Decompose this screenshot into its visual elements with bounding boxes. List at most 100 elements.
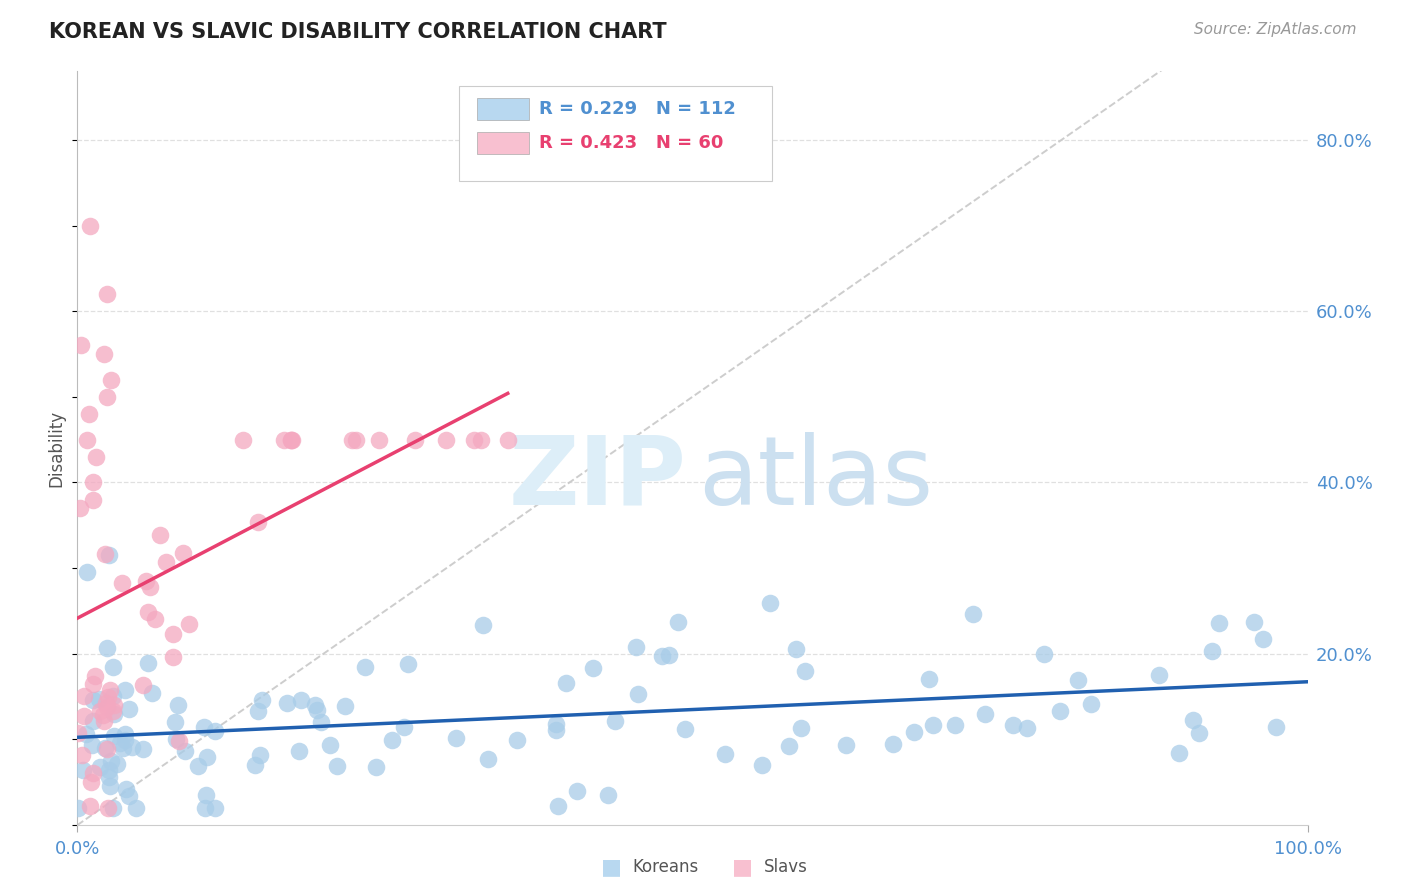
Text: Source: ZipAtlas.com: Source: ZipAtlas.com [1194, 22, 1357, 37]
Point [307, 703, 329, 717]
Point [96, 742, 118, 756]
Point [381, 733, 404, 747]
Point [105, 757, 128, 772]
Point [93, 347, 115, 361]
Point [98, 549, 121, 563]
Point [143, 612, 166, 626]
Point [304, 698, 326, 713]
Point [80, 775, 103, 789]
Text: Koreans: Koreans [633, 858, 699, 876]
Point [172, 545, 194, 559]
Point [149, 527, 172, 541]
Point [790, 721, 813, 735]
Point [111, 576, 134, 591]
Text: ■: ■ [733, 857, 752, 877]
Point [1265, 720, 1288, 734]
Point [1147, 667, 1170, 681]
Point [103, 801, 125, 815]
Point [288, 743, 311, 757]
Point [835, 738, 858, 752]
Point [651, 648, 673, 663]
Point [243, 758, 266, 772]
Point [132, 742, 155, 756]
Point [97, 690, 120, 704]
Point [96, 287, 118, 301]
Text: R = 0.229   N = 112: R = 0.229 N = 112 [538, 100, 735, 118]
Point [340, 433, 363, 447]
Point [112, 740, 135, 755]
Point [280, 433, 302, 447]
Point [1243, 615, 1265, 630]
FancyBboxPatch shape [477, 132, 529, 154]
Point [177, 617, 200, 632]
Point [434, 433, 457, 447]
Point [118, 702, 141, 716]
Point [273, 433, 295, 447]
Point [97, 801, 120, 815]
Point [1208, 615, 1230, 630]
Point [194, 801, 217, 815]
Point [565, 784, 588, 798]
Point [165, 732, 187, 747]
Point [136, 656, 159, 670]
Point [193, 720, 215, 734]
Point [96, 390, 118, 404]
Point [76, 433, 98, 447]
Point [118, 789, 141, 803]
Point [463, 433, 485, 447]
Point [394, 721, 416, 735]
Point [103, 707, 125, 722]
Point [794, 665, 817, 679]
Point [1002, 718, 1025, 732]
Point [73, 709, 96, 723]
Point [673, 723, 696, 737]
Point [94, 547, 117, 561]
Point [75, 727, 97, 741]
Point [114, 727, 136, 741]
Point [101, 705, 124, 719]
Point [82, 492, 104, 507]
Point [547, 798, 569, 813]
Point [1167, 746, 1189, 760]
Point [1033, 647, 1056, 661]
Point [1049, 704, 1071, 718]
Point [903, 725, 925, 739]
Point [658, 648, 681, 662]
Point [195, 788, 218, 802]
Point [100, 754, 122, 768]
Point [131, 678, 153, 692]
Point [444, 731, 467, 746]
Point [82, 677, 104, 691]
Point [162, 627, 184, 641]
Point [135, 574, 157, 589]
Point [66, 801, 89, 815]
Point [83, 669, 105, 683]
Point [110, 736, 132, 750]
Point [249, 747, 271, 762]
Point [496, 433, 519, 447]
Point [82, 693, 104, 707]
Point [582, 660, 605, 674]
Point [114, 682, 136, 697]
Point [67, 726, 90, 740]
Point [280, 433, 302, 447]
Point [72, 747, 94, 762]
Point [318, 738, 340, 752]
Point [103, 729, 125, 743]
Point [246, 515, 269, 529]
Point [195, 749, 218, 764]
Point [962, 607, 984, 622]
Point [115, 782, 138, 797]
Point [79, 407, 101, 421]
Point [353, 660, 375, 674]
Point [103, 698, 125, 712]
Point [162, 650, 184, 665]
Point [404, 433, 426, 447]
Point [785, 642, 807, 657]
Point [1188, 726, 1211, 740]
Point [141, 686, 163, 700]
Point [204, 801, 226, 815]
Point [187, 759, 209, 773]
Point [231, 433, 253, 447]
Point [506, 733, 529, 747]
